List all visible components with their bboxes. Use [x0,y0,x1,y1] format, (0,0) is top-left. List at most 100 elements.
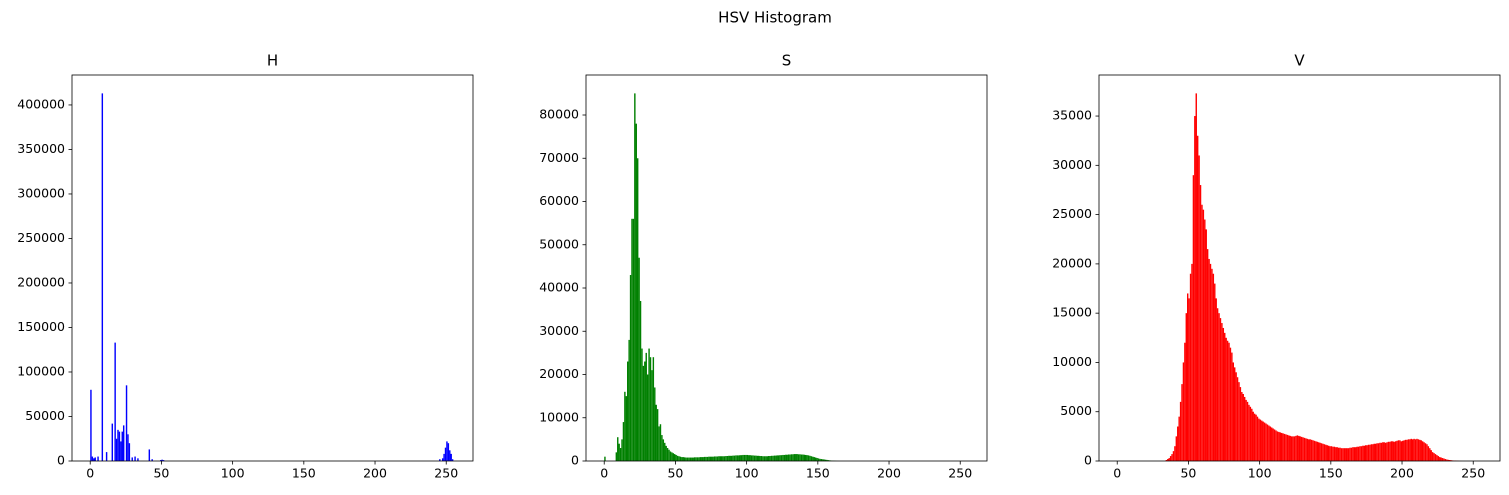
bar [813,457,815,461]
y-tick-label: 10000 [539,409,579,424]
bar [725,456,727,461]
bar [679,456,682,461]
bar [719,456,721,461]
bar [718,456,720,461]
bar [619,448,622,461]
bar [742,454,744,461]
bar [664,442,666,461]
bar [1188,298,1190,461]
bar [705,456,707,461]
bar [750,455,753,461]
bar [1273,429,1276,461]
bar [1300,436,1303,461]
bar [617,437,619,461]
bar [1310,439,1313,461]
bar [1258,418,1260,461]
bar [701,457,703,461]
bar [746,454,749,461]
subplot-title: V [1294,52,1305,70]
bar [1233,367,1236,461]
bar [816,457,818,461]
x-tick-label: 100 [735,466,759,481]
bar [1419,439,1421,461]
bar [1239,387,1242,461]
bar [1349,447,1351,461]
bar [1259,419,1262,461]
bar [758,455,760,461]
bar [755,455,757,461]
y-tick-label: 80000 [539,107,579,122]
bar [698,457,700,461]
bar [101,93,104,461]
bar [686,457,689,461]
bar [1393,441,1395,461]
bar [1343,448,1346,461]
bar [743,454,746,461]
bar [728,455,730,461]
y-tick-label: 0 [57,453,65,468]
axes-frame [71,74,474,462]
bar [1427,446,1430,461]
bar [1198,155,1200,461]
bar [812,456,814,461]
bar [1262,421,1264,461]
bar [1184,342,1186,461]
bar [733,455,736,461]
bar [1365,445,1367,461]
bar [1279,432,1281,461]
y-tick-label: 20000 [1052,255,1092,270]
bar [1232,362,1234,461]
bar [1169,456,1172,461]
bar [1185,313,1188,461]
bar [1224,332,1226,461]
bar [1228,342,1230,461]
bar [450,453,452,461]
bar [740,455,743,461]
bar [1416,438,1418,461]
bar [696,457,699,461]
bar [1374,443,1377,461]
bar [1235,372,1237,461]
bar [1383,442,1385,461]
y-tick-label: 150000 [17,319,65,334]
bar [645,352,647,461]
bar [702,457,704,461]
bar [1389,441,1391,461]
bar [1285,434,1287,461]
bar [1181,384,1183,461]
bar [661,435,663,461]
subplot-title: S [782,52,792,70]
bar [1238,382,1240,461]
bar [1426,444,1428,461]
bar [1330,446,1333,461]
bar [648,348,650,461]
bar [1423,442,1425,461]
bar [770,455,773,461]
bar [639,300,642,461]
bar [1221,323,1223,461]
bar [1309,439,1311,461]
y-tick-label: 60000 [539,193,579,208]
x-tick-label: 200 [877,466,901,481]
bar [1209,263,1212,461]
bar [688,457,690,461]
subplot: H 0 50 100 150 200 250 0 50000 100000 150000 200000… [17,52,474,481]
bar [773,455,776,461]
bar [1255,414,1257,461]
bar [1392,441,1394,461]
bar [1396,440,1398,461]
bar [1444,459,1447,461]
bar [1231,352,1233,461]
bar [118,431,121,461]
bar [651,370,653,461]
bar [115,438,118,461]
bar [636,158,639,462]
bar [723,456,726,461]
bar [446,441,448,461]
bar [1339,447,1341,461]
bar [1241,392,1243,461]
x-tick-label: 250 [1461,466,1485,481]
bar [786,454,788,461]
bar [807,455,810,461]
bar [1265,423,1267,461]
